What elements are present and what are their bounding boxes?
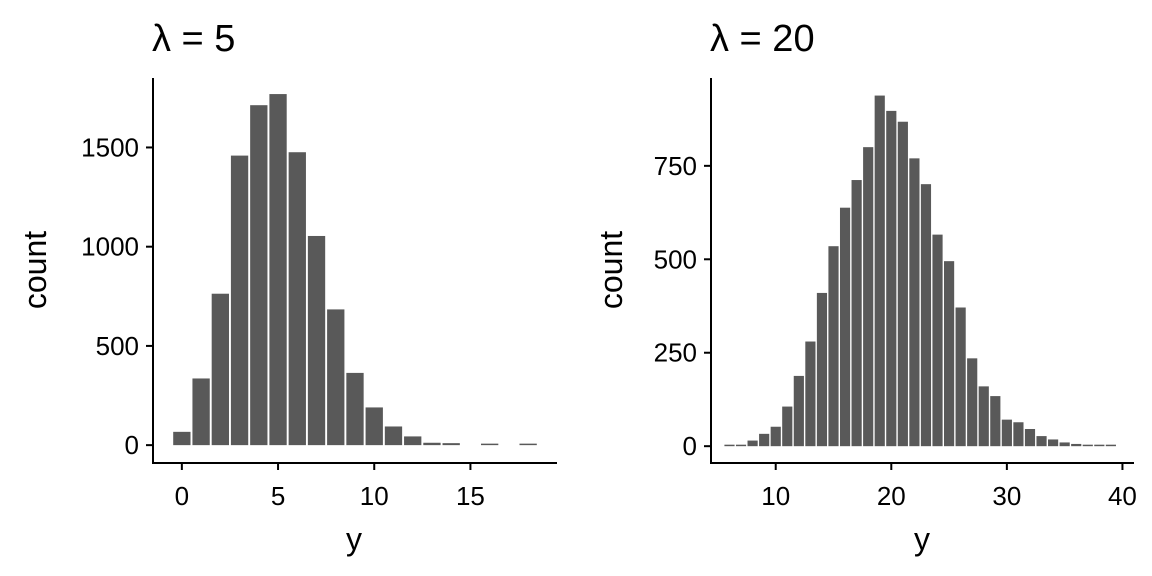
- bar: [816, 292, 828, 447]
- y-tick-label: 500: [654, 244, 697, 274]
- bar: [192, 378, 210, 446]
- x-tick-label: 20: [877, 481, 906, 511]
- bar: [346, 372, 364, 446]
- bar: [211, 293, 229, 446]
- panel-lambda-5: λ = 5 0 500 1000 1500 0 5 10 15 count y: [17, 18, 557, 557]
- y-tick-label: 1500: [81, 132, 139, 162]
- bar-group: [173, 94, 537, 446]
- bar: [1013, 422, 1024, 447]
- bar: [1001, 419, 1012, 447]
- x-axis-ticks: 0 5 10 15: [175, 463, 485, 511]
- x-tick-label: 15: [456, 481, 485, 511]
- bar: [920, 184, 932, 447]
- y-axis-label: count: [17, 231, 53, 309]
- x-tick-label: 5: [271, 481, 285, 511]
- x-axis-label: y: [346, 521, 362, 557]
- bar: [886, 110, 897, 447]
- x-tick-label: 0: [175, 481, 189, 511]
- bar: [230, 155, 249, 446]
- bar: [863, 147, 874, 447]
- bar: [851, 180, 862, 447]
- bar: [365, 407, 383, 446]
- bar: [990, 396, 1001, 447]
- bar: [423, 442, 441, 446]
- y-axis-ticks: 0 250 500 750: [654, 151, 711, 461]
- bar: [978, 386, 989, 447]
- y-tick-label: 500: [96, 331, 139, 361]
- y-tick-label: 750: [654, 151, 697, 181]
- panel-lambda-20: λ = 20 0 250 500 750 10 20 30 40 count y: [593, 18, 1137, 557]
- bar: [793, 375, 804, 447]
- bar: [173, 431, 191, 446]
- bar: [1071, 443, 1082, 447]
- bar: [735, 444, 747, 447]
- bar: [269, 94, 287, 446]
- bar: [1048, 439, 1059, 447]
- y-axis-ticks: 0 500 1000 1500: [81, 132, 153, 460]
- bar: [955, 307, 966, 447]
- bar: [897, 121, 908, 447]
- panel-title: λ = 20: [710, 18, 815, 60]
- bar: [747, 440, 758, 447]
- bar: [519, 443, 537, 446]
- x-axis-ticks: 10 20 30 40: [761, 463, 1137, 511]
- bar: [944, 261, 955, 447]
- y-tick-label: 1000: [81, 232, 139, 262]
- bar: [404, 436, 422, 446]
- bar: [442, 443, 460, 446]
- bar: [782, 406, 793, 447]
- x-tick-label: 10: [360, 481, 389, 511]
- bar: [759, 433, 770, 447]
- bar: [805, 341, 816, 447]
- x-tick-label: 40: [1108, 481, 1137, 511]
- y-tick-label: 250: [654, 338, 697, 368]
- bar: [874, 95, 885, 447]
- bar: [1059, 442, 1070, 447]
- bar: [770, 426, 781, 447]
- bar: [932, 234, 943, 447]
- bar: [1105, 444, 1116, 447]
- x-tick-label: 30: [992, 481, 1021, 511]
- bar: [724, 444, 735, 447]
- y-tick-label: 0: [125, 430, 139, 460]
- bar: [327, 309, 345, 446]
- bar: [481, 443, 499, 446]
- bar: [1024, 428, 1036, 447]
- bar: [967, 358, 978, 447]
- bar: [1082, 444, 1093, 447]
- bar: [288, 152, 306, 446]
- y-axis-label: count: [593, 231, 629, 309]
- bar: [839, 207, 851, 447]
- bar: [1094, 444, 1105, 447]
- bar: [384, 426, 403, 446]
- bar: [250, 105, 268, 446]
- bar: [1036, 436, 1047, 447]
- panel-title: λ = 5: [152, 18, 235, 60]
- bar: [909, 158, 920, 447]
- x-axis-label: y: [914, 521, 930, 557]
- bar-group: [724, 95, 1116, 447]
- y-tick-label: 0: [683, 431, 697, 461]
- bar: [307, 235, 326, 446]
- bar: [828, 246, 839, 447]
- x-tick-label: 10: [761, 481, 790, 511]
